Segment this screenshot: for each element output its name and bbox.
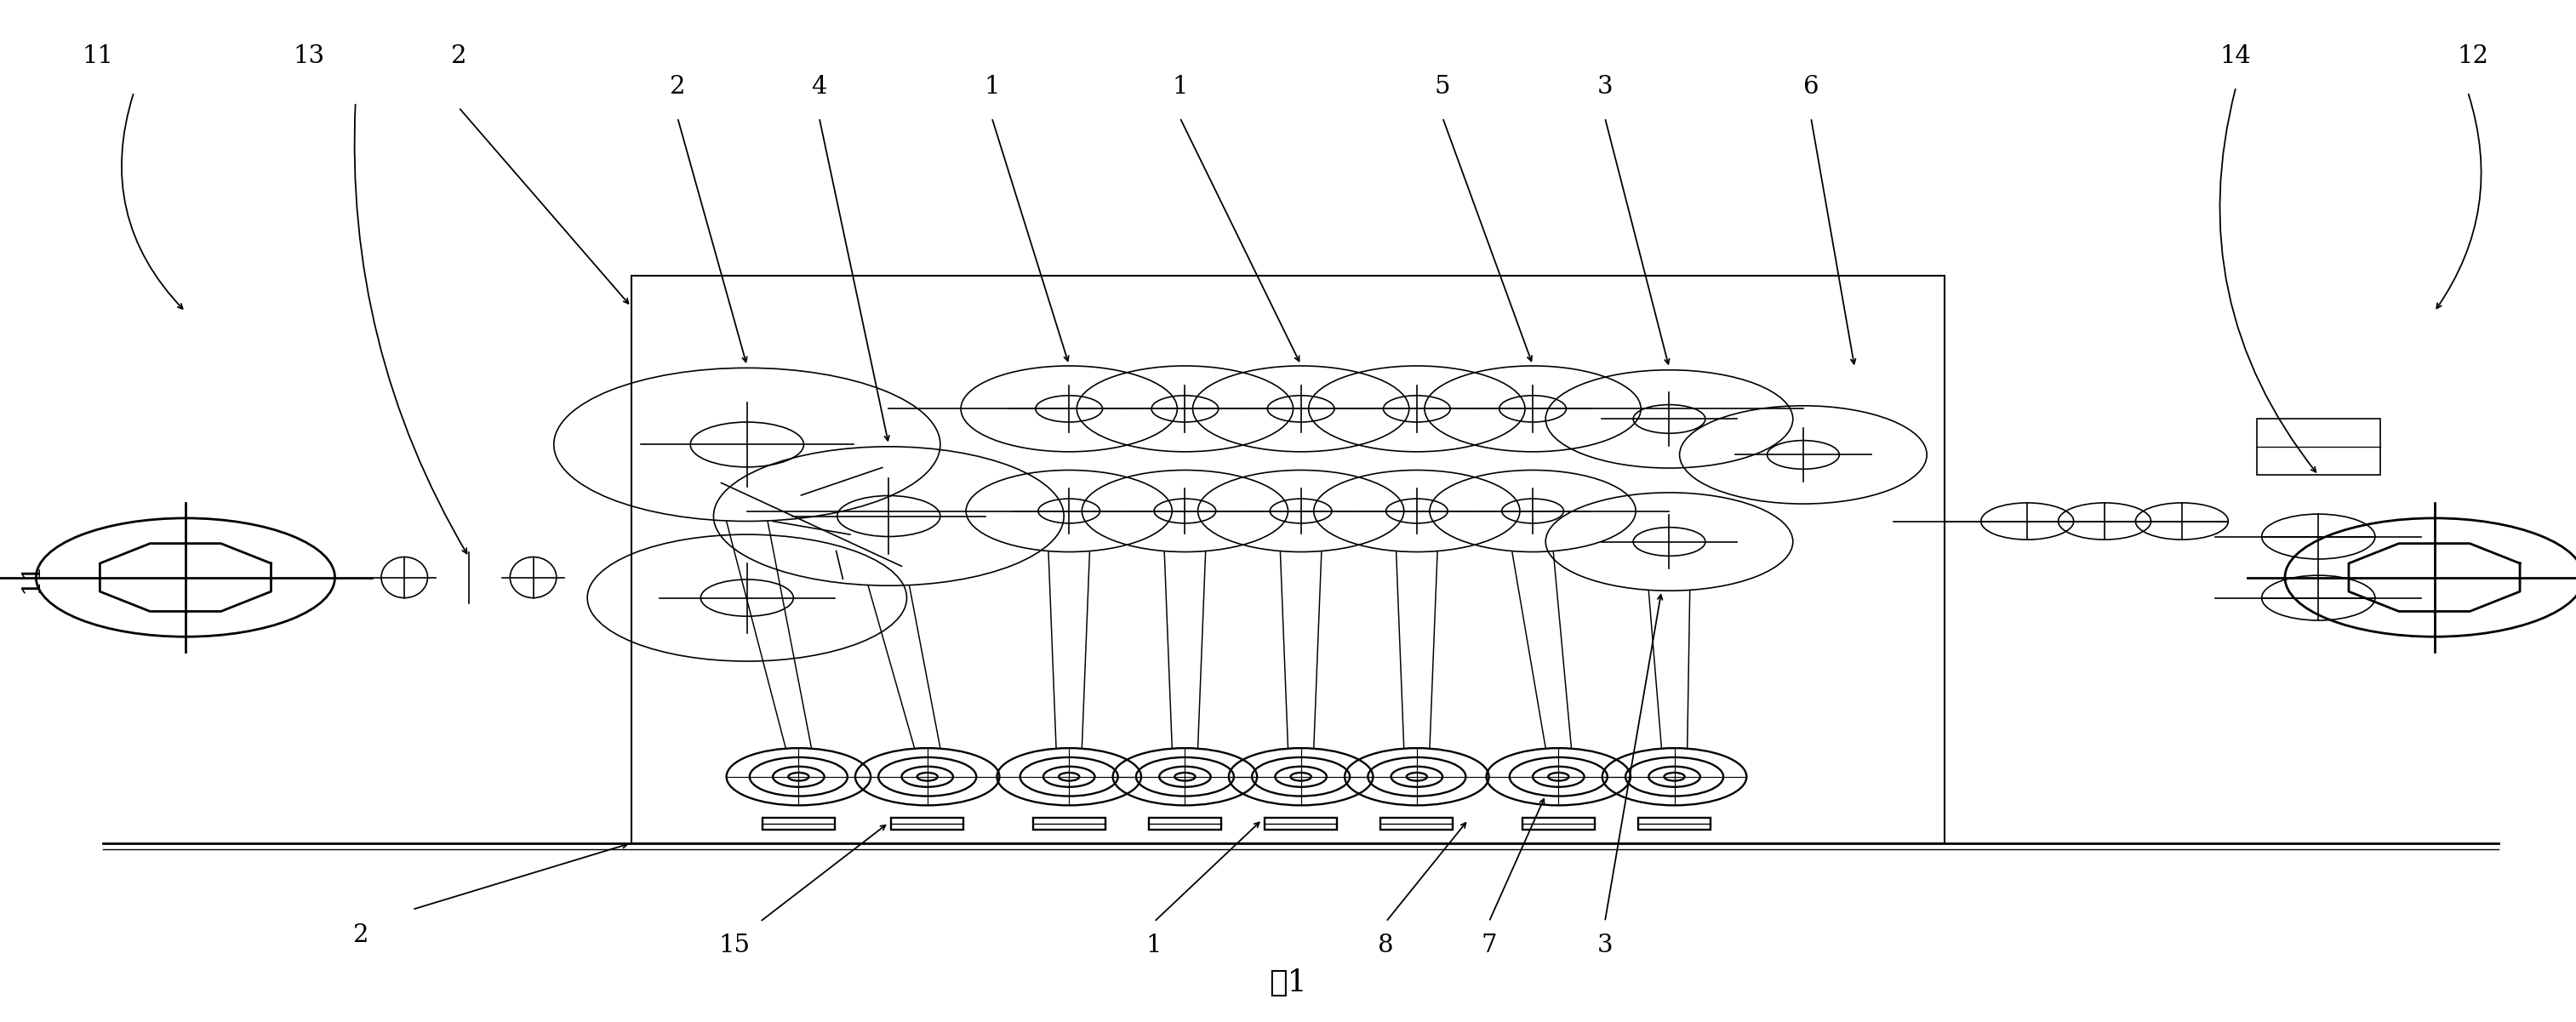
Text: 2: 2: [670, 75, 685, 99]
Bar: [1265, 818, 1337, 830]
Bar: [631, 276, 1945, 843]
Bar: [1149, 818, 1221, 830]
Text: 5: 5: [1435, 75, 1450, 99]
Text: 7: 7: [1481, 933, 1497, 958]
Text: 2: 2: [353, 923, 368, 947]
Bar: [1522, 818, 1595, 830]
Bar: [762, 818, 835, 830]
Bar: [891, 818, 963, 830]
Text: 15: 15: [719, 933, 750, 958]
Text: 13: 13: [294, 44, 325, 68]
Bar: [2257, 419, 2380, 475]
Bar: [1033, 818, 1105, 830]
Text: 1: 1: [1146, 933, 1162, 958]
Text: 3: 3: [1597, 75, 1613, 99]
Text: 3: 3: [1597, 933, 1613, 958]
Bar: [1381, 818, 1453, 830]
Text: 1: 1: [984, 75, 999, 99]
Text: 4: 4: [811, 75, 827, 99]
Text: 8: 8: [1378, 933, 1394, 958]
Bar: [1638, 818, 1710, 830]
Text: 14: 14: [2221, 44, 2251, 68]
Text: 图1: 图1: [1270, 969, 1306, 997]
Text: 6: 6: [1803, 75, 1819, 99]
Text: 11: 11: [82, 44, 113, 68]
Text: 12: 12: [2458, 44, 2488, 68]
Text: 1: 1: [1172, 75, 1188, 99]
Text: 11: 11: [18, 562, 44, 593]
Text: 2: 2: [451, 44, 466, 68]
